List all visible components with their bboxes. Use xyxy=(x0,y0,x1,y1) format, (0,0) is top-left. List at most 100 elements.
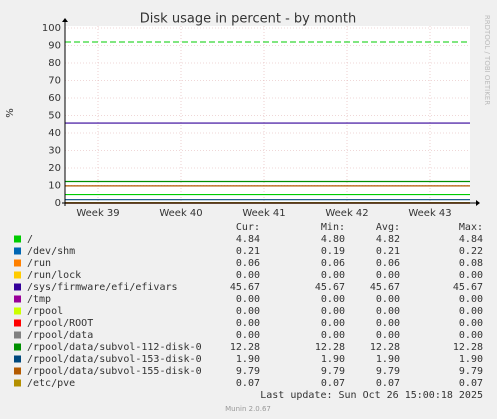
y-tick-label: 40 xyxy=(48,128,61,139)
column-header: Min: xyxy=(321,222,345,233)
y-tick-label: 30 xyxy=(48,146,61,157)
legend-value: 1.90 xyxy=(459,354,483,365)
last-update: Last update: Sun Oct 26 15:00:18 2025 xyxy=(260,390,483,401)
legend-value: 12.28 xyxy=(370,342,400,353)
legend-value: 0.00 xyxy=(321,294,345,305)
legend-value: 0.00 xyxy=(236,294,260,305)
legend-label: /rpool/data xyxy=(27,330,93,341)
legend-swatch xyxy=(14,331,21,339)
legend-swatch xyxy=(14,295,21,303)
legend-value: 0.07 xyxy=(321,378,345,389)
chart-title: Disk usage in percent - by month xyxy=(140,12,356,27)
legend-label: /tmp xyxy=(27,294,51,305)
legend-value: 0.00 xyxy=(459,306,483,317)
legend-value: 0.00 xyxy=(376,318,400,329)
legend-swatch xyxy=(14,235,21,243)
legend-value: 0.00 xyxy=(236,318,260,329)
legend-value: 0.00 xyxy=(459,270,483,281)
legend-value: 0.06 xyxy=(376,258,400,269)
legend-value: 0.00 xyxy=(376,306,400,317)
legend-label: / xyxy=(27,234,33,245)
legend-label: /etc/pve xyxy=(27,378,75,389)
y-tick-label: 80 xyxy=(48,58,61,69)
legend-value: 9.79 xyxy=(459,366,483,377)
legend-swatch xyxy=(14,307,21,315)
x-tick-label: Week 41 xyxy=(242,208,285,219)
x-tick-label: Week 42 xyxy=(325,208,368,219)
y-tick-label: 70 xyxy=(48,76,61,87)
legend-value: 0.07 xyxy=(376,378,400,389)
column-header: Cur: xyxy=(236,222,260,233)
y-tick-label: 10 xyxy=(48,181,61,192)
legend-label: /run/lock xyxy=(27,270,81,281)
x-tick-label: Week 43 xyxy=(408,208,451,219)
legend-value: 12.28 xyxy=(315,342,345,353)
x-tick-label: Week 40 xyxy=(159,208,202,219)
legend-value: 1.90 xyxy=(376,354,400,365)
side-label: RRDTOOL / TOBI OETIKER xyxy=(483,15,491,105)
legend-value: 0.00 xyxy=(459,318,483,329)
legend-value: 1.90 xyxy=(236,354,260,365)
legend-swatch xyxy=(14,355,21,363)
legend-value: 0.00 xyxy=(236,306,260,317)
legend-value: 45.67 xyxy=(315,282,345,293)
legend-value: 0.07 xyxy=(459,378,483,389)
y-tick-label: 60 xyxy=(48,93,61,104)
legend-value: 9.79 xyxy=(236,366,260,377)
column-header: Max: xyxy=(459,222,483,233)
legend-label: /rpool/data/subvol-155-disk-0 xyxy=(27,366,202,377)
legend-value: 4.84 xyxy=(459,234,483,245)
legend-value: 12.28 xyxy=(453,342,483,353)
y-axis-label: % xyxy=(5,108,16,118)
legend-value: 0.00 xyxy=(236,270,260,281)
x-axis-arrow xyxy=(476,200,480,206)
legend-label: /sys/firmware/efi/efivars xyxy=(27,282,178,293)
legend-label: /rpool/data/subvol-112-disk-0 xyxy=(27,342,202,353)
legend-value: 0.07 xyxy=(236,378,260,389)
legend-value: 0.08 xyxy=(459,258,483,269)
legend-value: 4.84 xyxy=(236,234,260,245)
legend-swatch xyxy=(14,367,21,375)
y-tick-label: 0 xyxy=(55,198,61,209)
legend-value: 0.00 xyxy=(321,330,345,341)
legend-value: 4.82 xyxy=(376,234,400,245)
y-tick-label: 100 xyxy=(42,23,61,34)
y-tick-label: 50 xyxy=(48,111,61,122)
y-tick-label: 90 xyxy=(48,41,61,52)
legend-value: 0.00 xyxy=(321,318,345,329)
legend-value: 45.67 xyxy=(370,282,400,293)
legend-value: 0.22 xyxy=(459,246,483,257)
plot-area xyxy=(65,26,470,203)
legend-label: /rpool/data/subvol-153-disk-0 xyxy=(27,354,202,365)
legend-value: 0.00 xyxy=(321,270,345,281)
y-axis-arrow xyxy=(62,18,68,22)
y-tick-label: 20 xyxy=(48,163,61,174)
legend-label: /run xyxy=(27,258,51,269)
legend-value: 1.90 xyxy=(321,354,345,365)
legend-value: 0.00 xyxy=(236,330,260,341)
legend-value: 45.67 xyxy=(230,282,260,293)
legend-value: 0.21 xyxy=(236,246,260,257)
legend-value: 0.06 xyxy=(236,258,260,269)
legend-value: 0.19 xyxy=(321,246,345,257)
legend-value: 0.06 xyxy=(321,258,345,269)
legend-swatch xyxy=(14,259,21,267)
legend-value: 4.80 xyxy=(321,234,345,245)
legend-value: 9.79 xyxy=(376,366,400,377)
legend-value: 0.00 xyxy=(376,294,400,305)
legend-swatch xyxy=(14,283,21,291)
legend-value: 0.00 xyxy=(459,294,483,305)
legend-swatch xyxy=(14,343,21,351)
legend-value: 0.21 xyxy=(376,246,400,257)
legend-value: 0.00 xyxy=(376,270,400,281)
legend-value: 0.00 xyxy=(321,306,345,317)
legend-value: 12.28 xyxy=(230,342,260,353)
footer: Munin 2.0.67 xyxy=(225,405,271,413)
legend-label: /rpool xyxy=(27,306,63,317)
legend-value: 0.00 xyxy=(459,330,483,341)
legend-value: 0.00 xyxy=(376,330,400,341)
legend-value: 9.79 xyxy=(321,366,345,377)
legend-swatch xyxy=(14,319,21,327)
legend-swatch xyxy=(14,271,21,279)
